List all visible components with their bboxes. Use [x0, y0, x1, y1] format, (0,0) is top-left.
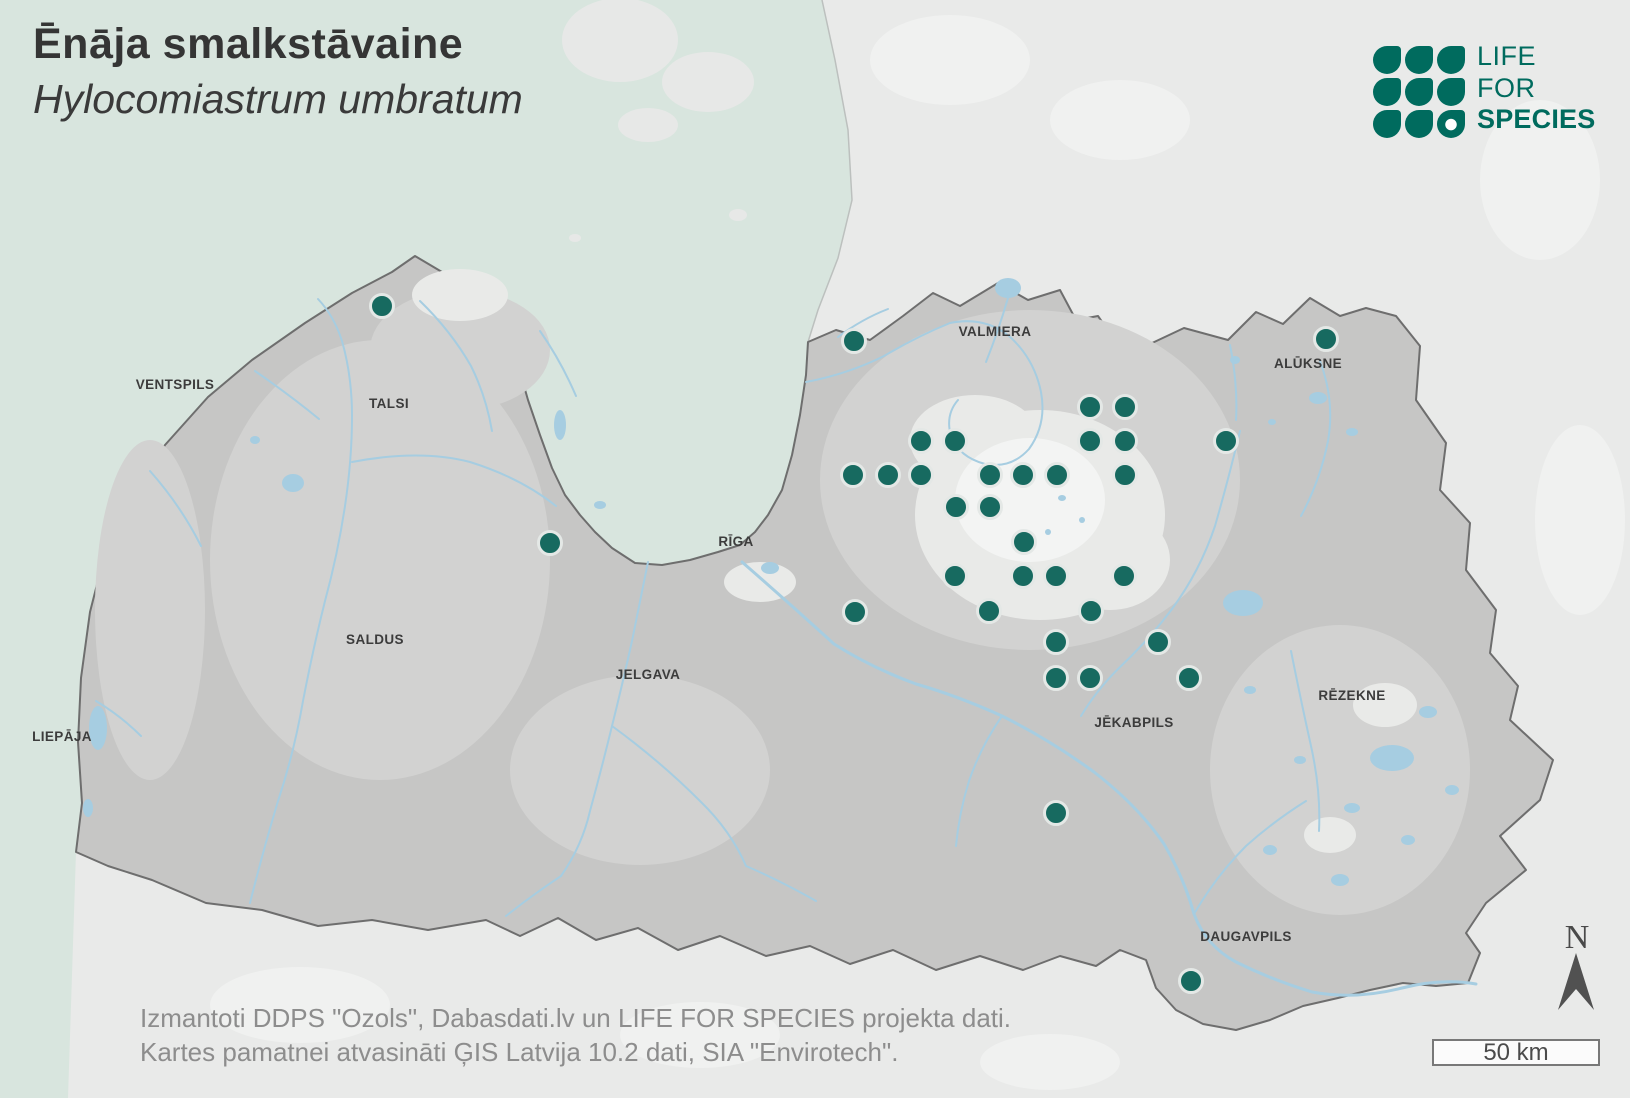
- occurrence-dot: [841, 328, 867, 354]
- occurrence-dot: [1213, 428, 1239, 454]
- logo-text-for: FOR: [1477, 72, 1536, 103]
- logo-leaf-icon: [1373, 110, 1401, 138]
- scale-bar-label: 50 km: [1483, 1038, 1549, 1066]
- occurrence-dot: [943, 494, 969, 520]
- occurrence-dot: [369, 293, 395, 319]
- logo-leaf-icon: [1405, 46, 1433, 74]
- occurrence-dot: [875, 462, 901, 488]
- north-arrow-icon: [1558, 953, 1594, 1010]
- occurrence-dot: [1112, 394, 1138, 420]
- city-label-ventspils: VENTSPILS: [136, 377, 215, 392]
- occurrence-dot: [1178, 968, 1204, 994]
- occurrence-dot: [1078, 598, 1104, 624]
- latin-name: Hylocomiastrum umbratum: [33, 76, 523, 122]
- occurrence-dot: [908, 428, 934, 454]
- neighbor-landmass: [68, 0, 1630, 1098]
- occurrence-dot: [1010, 563, 1036, 589]
- logo-leaf-icon: [1405, 78, 1433, 106]
- occurrence-dot: [942, 563, 968, 589]
- occurrence-dot: [1043, 563, 1069, 589]
- data-credits: Izmantoti DDPS "Ozols", Dabasdati.lv un …: [140, 1001, 1011, 1069]
- occurrence-dot: [537, 530, 563, 556]
- occurrence-dot: [942, 428, 968, 454]
- occurrence-dot: [976, 598, 1002, 624]
- occurrence-dot: [1077, 394, 1103, 420]
- logo-leaf-icon: [1373, 78, 1401, 106]
- logo-leaf-icon: [1373, 46, 1401, 74]
- occurrence-dot: [1043, 665, 1069, 691]
- occurrence-dot: [1077, 428, 1103, 454]
- credits-line-2: Kartes pamatnei atvasināti ĢIS Latvija 1…: [140, 1037, 899, 1067]
- city-label-rēzekne: RĒZEKNE: [1318, 688, 1385, 703]
- city-label-daugavpils: DAUGAVPILS: [1200, 929, 1292, 944]
- occurrence-dot: [842, 599, 868, 625]
- life-for-species-logo: [1373, 46, 1465, 138]
- logo-text-life: LIFE: [1477, 41, 1537, 71]
- occurrence-dot: [1077, 665, 1103, 691]
- neighbor-terrain-patches: [210, 15, 1625, 1090]
- logo-leaf-icon: [1437, 78, 1465, 106]
- occurrence-dot: [1112, 462, 1138, 488]
- logo-text: LIFE FOR SPECIES: [1477, 41, 1595, 136]
- north-label: N: [1565, 919, 1590, 956]
- occurrence-dot: [1145, 629, 1171, 655]
- occurrence-dot: [1044, 462, 1070, 488]
- logo-leaf-icon: [1437, 46, 1465, 74]
- occurrence-dot: [1011, 529, 1037, 555]
- logo-leaf-icon: [1405, 110, 1433, 138]
- occurrence-dot: [977, 494, 1003, 520]
- occurrence-dot: [1313, 326, 1339, 352]
- city-label-saldus: SALDUS: [346, 632, 404, 647]
- logo-text-species: SPECIES: [1477, 104, 1596, 134]
- occurrence-dot: [1043, 629, 1069, 655]
- occurrence-dot: [840, 462, 866, 488]
- north-arrow: N: [1558, 919, 1594, 1010]
- occurrence-dot: [1176, 665, 1202, 691]
- city-label-liepāja: LIEPĀJA: [32, 729, 92, 744]
- city-label-valmiera: VALMIERA: [959, 324, 1032, 339]
- scale-bar: 50 km: [1432, 1039, 1600, 1066]
- city-label-rīga: RĪGA: [718, 534, 753, 549]
- occurrence-dot: [1010, 462, 1036, 488]
- occurrence-dot: [1043, 800, 1069, 826]
- logo-leaf-ring-icon: [1437, 110, 1465, 138]
- occurrence-dot: [977, 462, 1003, 488]
- occurrence-dot: [1112, 428, 1138, 454]
- occurrence-dots: [369, 293, 1339, 994]
- page-title: Ēnāja smalkstāvaine: [33, 20, 464, 68]
- credits-line-1: Izmantoti DDPS "Ozols", Dabasdati.lv un …: [140, 1003, 1012, 1033]
- city-label-alūksne: ALŪKSNE: [1274, 356, 1342, 371]
- city-label-talsi: TALSI: [369, 396, 409, 411]
- estonia-coastline: [807, 0, 853, 343]
- occurrence-dot: [1111, 563, 1137, 589]
- city-label-jelgava: JELGAVA: [616, 667, 681, 682]
- estonian-islands: [562, 0, 754, 242]
- occurrence-dot: [908, 462, 934, 488]
- city-labels: VENTSPILS TALSI VALMIERA ALŪKSNE RĪGA SALDUS J…: [32, 324, 1385, 944]
- city-label-jēkabpils: JĒKABPILS: [1094, 715, 1173, 730]
- lakes: [83, 278, 1459, 886]
